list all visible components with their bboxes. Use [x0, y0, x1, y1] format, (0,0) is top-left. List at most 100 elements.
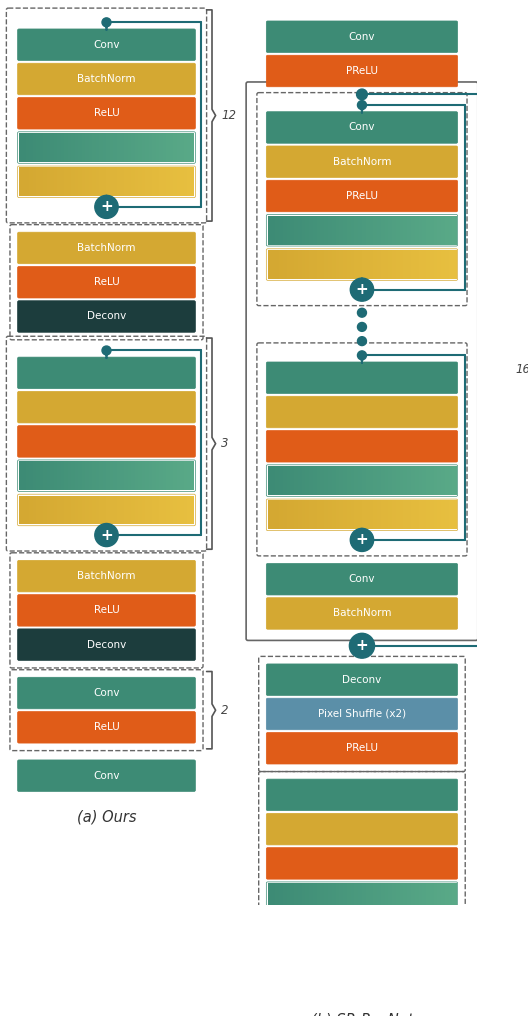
- FancyBboxPatch shape: [156, 133, 159, 162]
- FancyBboxPatch shape: [156, 168, 159, 196]
- FancyBboxPatch shape: [86, 496, 89, 524]
- FancyBboxPatch shape: [71, 496, 76, 524]
- FancyBboxPatch shape: [23, 496, 26, 524]
- FancyBboxPatch shape: [64, 133, 69, 162]
- FancyBboxPatch shape: [68, 496, 72, 524]
- Text: Deconv: Deconv: [342, 675, 382, 685]
- Text: BatchNorm: BatchNorm: [77, 243, 136, 253]
- FancyBboxPatch shape: [290, 466, 295, 495]
- FancyBboxPatch shape: [36, 496, 41, 524]
- FancyBboxPatch shape: [354, 917, 359, 946]
- FancyBboxPatch shape: [51, 461, 54, 490]
- FancyBboxPatch shape: [351, 466, 355, 495]
- FancyBboxPatch shape: [40, 461, 44, 490]
- FancyBboxPatch shape: [430, 250, 434, 279]
- FancyBboxPatch shape: [377, 466, 381, 495]
- FancyBboxPatch shape: [317, 917, 321, 946]
- Text: +: +: [355, 638, 369, 653]
- FancyBboxPatch shape: [120, 168, 125, 196]
- FancyBboxPatch shape: [169, 133, 174, 162]
- FancyBboxPatch shape: [283, 917, 287, 946]
- FancyBboxPatch shape: [17, 29, 195, 61]
- FancyBboxPatch shape: [449, 466, 453, 495]
- FancyBboxPatch shape: [176, 461, 181, 490]
- FancyBboxPatch shape: [266, 396, 458, 428]
- FancyBboxPatch shape: [163, 461, 166, 490]
- FancyBboxPatch shape: [17, 98, 195, 129]
- FancyBboxPatch shape: [120, 496, 125, 524]
- FancyBboxPatch shape: [411, 883, 415, 912]
- Text: PReLU: PReLU: [346, 744, 378, 753]
- FancyBboxPatch shape: [336, 466, 340, 495]
- FancyBboxPatch shape: [366, 250, 370, 279]
- Text: 3: 3: [221, 437, 229, 450]
- Text: Conv: Conv: [93, 771, 120, 780]
- FancyBboxPatch shape: [373, 883, 378, 912]
- FancyBboxPatch shape: [298, 466, 302, 495]
- FancyBboxPatch shape: [268, 501, 272, 529]
- FancyBboxPatch shape: [301, 883, 306, 912]
- FancyBboxPatch shape: [437, 917, 441, 946]
- FancyBboxPatch shape: [191, 133, 194, 162]
- FancyBboxPatch shape: [159, 496, 163, 524]
- FancyBboxPatch shape: [309, 250, 314, 279]
- FancyBboxPatch shape: [266, 847, 458, 879]
- FancyBboxPatch shape: [313, 250, 317, 279]
- FancyBboxPatch shape: [426, 215, 430, 245]
- FancyBboxPatch shape: [86, 133, 89, 162]
- FancyBboxPatch shape: [358, 501, 362, 529]
- Text: +: +: [355, 532, 369, 548]
- FancyBboxPatch shape: [17, 561, 195, 592]
- FancyBboxPatch shape: [452, 883, 457, 912]
- FancyBboxPatch shape: [403, 883, 408, 912]
- FancyBboxPatch shape: [131, 133, 135, 162]
- FancyBboxPatch shape: [362, 501, 366, 529]
- FancyBboxPatch shape: [131, 168, 135, 196]
- FancyBboxPatch shape: [103, 461, 107, 490]
- FancyBboxPatch shape: [437, 466, 441, 495]
- FancyBboxPatch shape: [287, 466, 291, 495]
- FancyBboxPatch shape: [271, 215, 276, 245]
- FancyBboxPatch shape: [169, 461, 174, 490]
- Text: BatchNorm: BatchNorm: [77, 571, 136, 581]
- FancyBboxPatch shape: [145, 133, 149, 162]
- FancyBboxPatch shape: [114, 168, 117, 196]
- FancyBboxPatch shape: [320, 501, 325, 529]
- FancyBboxPatch shape: [354, 466, 359, 495]
- FancyBboxPatch shape: [366, 883, 370, 912]
- FancyBboxPatch shape: [61, 461, 65, 490]
- FancyBboxPatch shape: [340, 215, 344, 245]
- FancyBboxPatch shape: [384, 883, 389, 912]
- FancyBboxPatch shape: [290, 215, 295, 245]
- FancyBboxPatch shape: [313, 215, 317, 245]
- FancyBboxPatch shape: [373, 250, 378, 279]
- FancyBboxPatch shape: [191, 168, 194, 196]
- FancyBboxPatch shape: [370, 466, 374, 495]
- FancyBboxPatch shape: [449, 501, 453, 529]
- FancyBboxPatch shape: [313, 917, 317, 946]
- FancyBboxPatch shape: [268, 466, 272, 495]
- FancyBboxPatch shape: [452, 466, 457, 495]
- FancyBboxPatch shape: [180, 496, 184, 524]
- FancyBboxPatch shape: [354, 215, 359, 245]
- FancyBboxPatch shape: [400, 501, 404, 529]
- FancyBboxPatch shape: [142, 496, 145, 524]
- FancyBboxPatch shape: [415, 250, 419, 279]
- FancyBboxPatch shape: [107, 133, 110, 162]
- FancyBboxPatch shape: [184, 168, 187, 196]
- FancyBboxPatch shape: [433, 917, 438, 946]
- FancyBboxPatch shape: [407, 501, 411, 529]
- FancyBboxPatch shape: [124, 168, 128, 196]
- FancyBboxPatch shape: [54, 461, 58, 490]
- FancyBboxPatch shape: [351, 501, 355, 529]
- FancyBboxPatch shape: [187, 496, 191, 524]
- FancyBboxPatch shape: [340, 917, 344, 946]
- FancyBboxPatch shape: [127, 133, 131, 162]
- FancyBboxPatch shape: [166, 496, 170, 524]
- FancyBboxPatch shape: [324, 883, 328, 912]
- FancyBboxPatch shape: [290, 501, 295, 529]
- FancyBboxPatch shape: [328, 466, 332, 495]
- FancyBboxPatch shape: [381, 215, 385, 245]
- FancyBboxPatch shape: [17, 594, 195, 626]
- FancyBboxPatch shape: [433, 466, 438, 495]
